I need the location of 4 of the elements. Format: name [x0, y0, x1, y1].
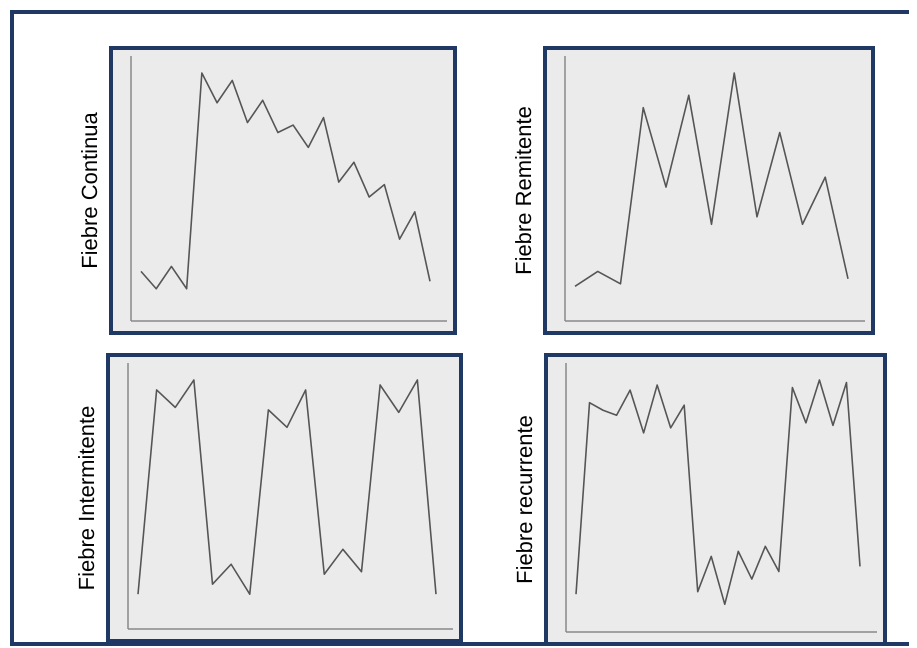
y-axis-title: Fiebre Intermitente	[74, 406, 99, 590]
y-axis-title: Fiebre Remitente	[511, 106, 536, 275]
y-axis-title: Fiebre Continua	[77, 111, 102, 269]
y-axis-title: Fiebre recurrente	[512, 415, 537, 584]
